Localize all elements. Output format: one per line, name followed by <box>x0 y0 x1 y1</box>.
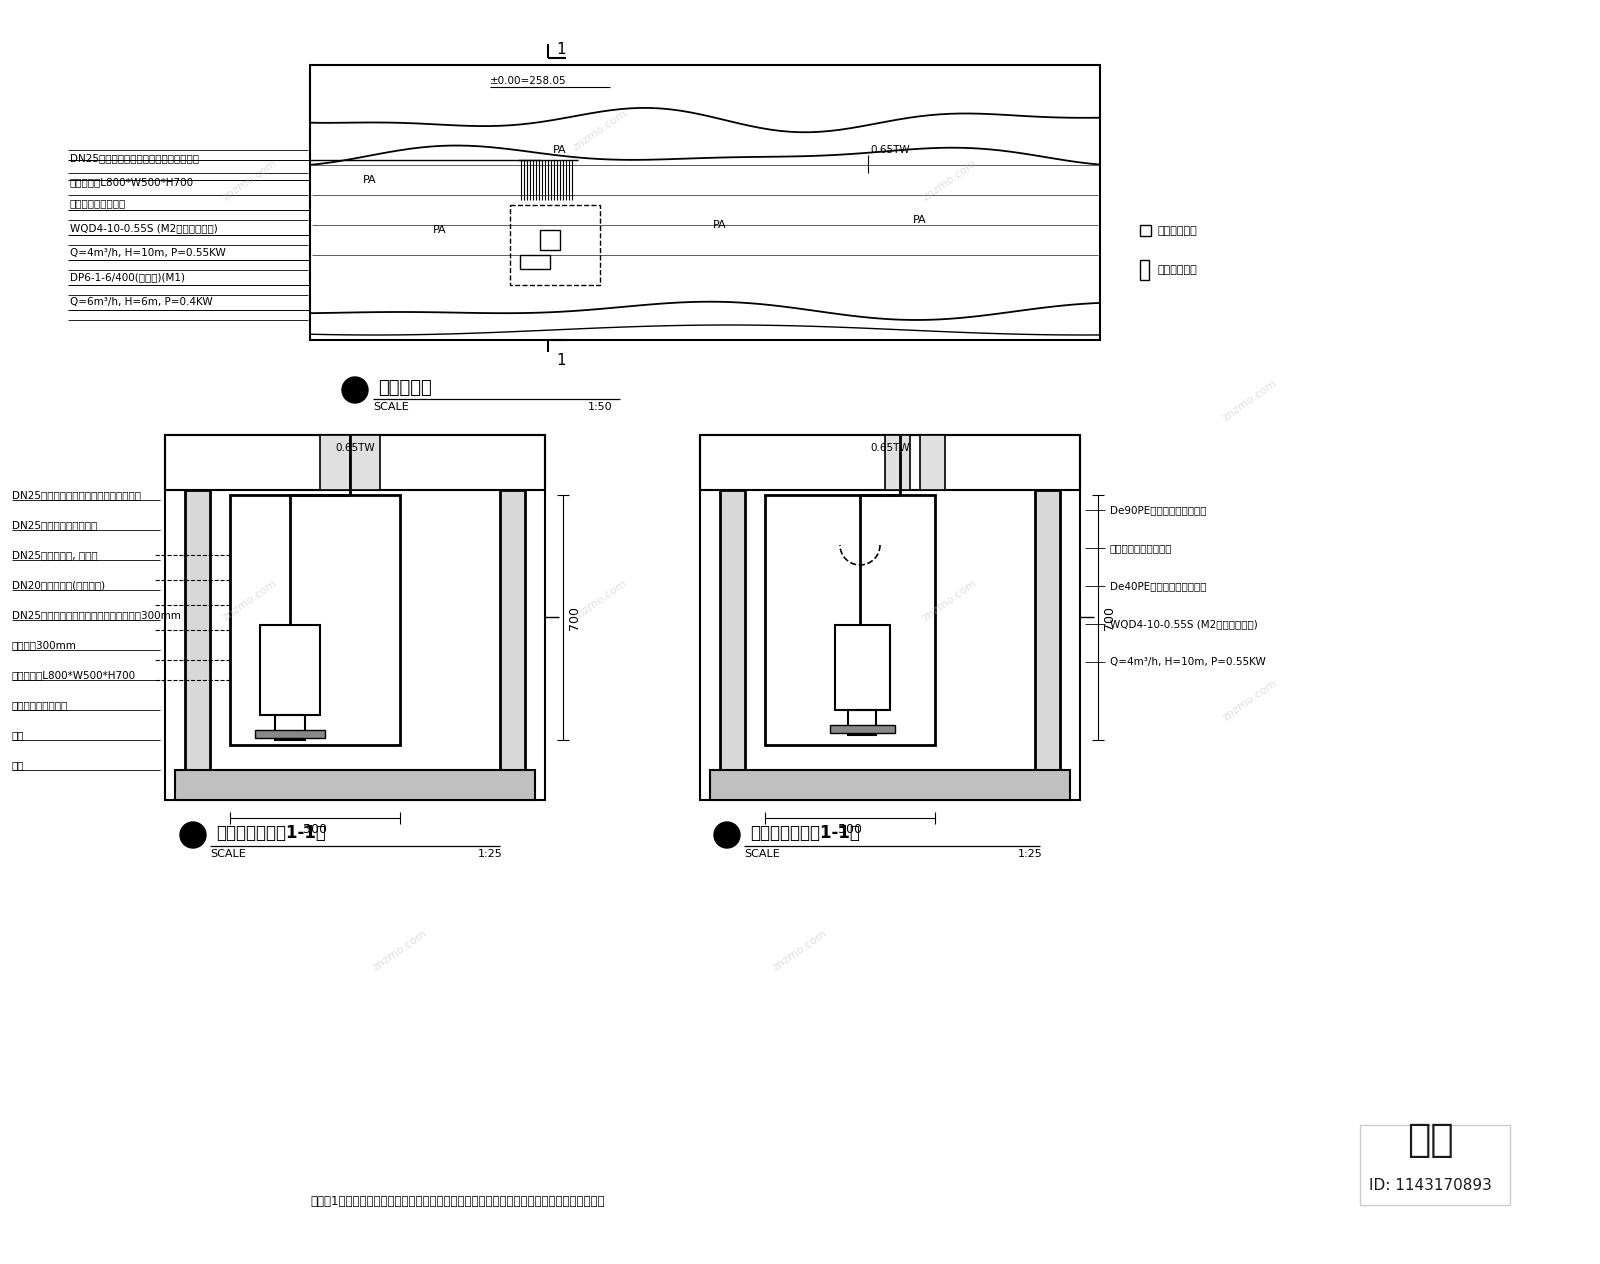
Text: 水泵: 水泵 <box>13 731 24 739</box>
Text: znzmo.com: znzmo.com <box>922 578 979 622</box>
Bar <box>230 495 400 744</box>
Text: PA: PA <box>363 174 378 185</box>
Text: 知末: 知末 <box>1406 1121 1453 1159</box>
Text: znzmo.com: znzmo.com <box>1221 378 1278 422</box>
Circle shape <box>714 822 739 848</box>
Text: 泵坑基础做法详土建: 泵坑基础做法详土建 <box>70 198 126 209</box>
Text: 垫块: 垫块 <box>13 760 24 770</box>
Text: 附注：1、管道穿越池体均须设置刚性防水套管。池内接线、防水接线盒隐藏于沟内或泵坑内。: 附注：1、管道穿越池体均须设置刚性防水套管。池内接线、防水接线盒隐藏于沟内或泵坑… <box>310 1194 605 1208</box>
Text: 1: 1 <box>557 353 566 368</box>
Text: znzmo.com: znzmo.com <box>571 578 629 622</box>
Text: 0.65TW: 0.65TW <box>870 145 910 155</box>
Text: 立式安装水泵: 立式安装水泵 <box>1157 226 1197 236</box>
Text: 距离坑底300mm: 距离坑底300mm <box>13 640 77 650</box>
Text: 0.65TW: 0.65TW <box>870 442 910 453</box>
Text: SCALE: SCALE <box>373 402 408 412</box>
Circle shape <box>342 377 368 403</box>
Text: C: C <box>722 828 733 842</box>
Text: DN25不锈钢活接, 检修用: DN25不锈钢活接, 检修用 <box>13 550 98 560</box>
Bar <box>510 205 600 284</box>
Bar <box>350 435 381 490</box>
Text: 1:50: 1:50 <box>587 402 613 412</box>
Bar <box>920 435 946 490</box>
Text: 泵坑净空：L800*W500*H700: 泵坑净空：L800*W500*H700 <box>13 670 136 680</box>
Text: 泵坑净空：L800*W500*H700: 泵坑净空：L800*W500*H700 <box>70 177 194 187</box>
Text: 排空溢流详图（1-1）: 排空溢流详图（1-1） <box>750 824 859 842</box>
Bar <box>520 255 550 269</box>
Text: DN25不锈钢管与不锈钢盒子焊接管口出流: DN25不锈钢管与不锈钢盒子焊接管口出流 <box>70 153 198 163</box>
Bar <box>1139 260 1149 281</box>
Text: De90PE溢流就近接入雨水井: De90PE溢流就近接入雨水井 <box>1110 506 1206 514</box>
Text: A: A <box>350 383 360 397</box>
Bar <box>710 770 1070 800</box>
Bar <box>186 490 210 770</box>
Text: 0.65TW: 0.65TW <box>334 442 374 453</box>
Text: Q=4m³/h, H=10m, P=0.55KW: Q=4m³/h, H=10m, P=0.55KW <box>1110 657 1266 667</box>
Bar <box>499 490 525 770</box>
Bar <box>1035 490 1059 770</box>
Text: 卧式安装水泵: 卧式安装水泵 <box>1157 265 1197 276</box>
Bar <box>541 230 560 250</box>
Text: 1:25: 1:25 <box>478 849 502 860</box>
Bar <box>765 495 934 744</box>
Text: PA: PA <box>914 215 926 225</box>
Bar <box>165 435 546 490</box>
Text: DN25不锈钢轴流式止回阀: DN25不锈钢轴流式止回阀 <box>13 520 98 530</box>
Bar <box>259 624 320 715</box>
Text: 水景泵坑详图（1-1）: 水景泵坑详图（1-1） <box>216 824 326 842</box>
Bar <box>885 435 910 490</box>
Bar <box>720 490 746 770</box>
Text: B: B <box>187 828 198 842</box>
Bar <box>848 710 877 734</box>
Text: WQD4-10-0.55S (M2泵坑强排水泵): WQD4-10-0.55S (M2泵坑强排水泵) <box>1110 619 1258 629</box>
Text: 700: 700 <box>568 605 581 629</box>
Text: WQD4-10-0.55S (M2泵坑强排水泵): WQD4-10-0.55S (M2泵坑强排水泵) <box>70 222 218 233</box>
Text: 500: 500 <box>302 823 326 836</box>
Text: De40PE排空就近接入雨水井: De40PE排空就近接入雨水井 <box>1110 581 1206 592</box>
Text: 1:25: 1:25 <box>1018 849 1042 860</box>
Text: znzmo.com: znzmo.com <box>221 158 278 202</box>
Text: znzmo.com: znzmo.com <box>371 928 429 972</box>
Bar <box>165 435 546 800</box>
Bar <box>254 731 325 738</box>
Text: 水景平面图: 水景平面图 <box>378 379 432 397</box>
Text: DN25大流量补水阀补水水位距离溢流水位300mm: DN25大流量补水阀补水水位距离溢流水位300mm <box>13 611 181 621</box>
Bar <box>835 624 890 710</box>
Bar <box>174 770 534 800</box>
Bar <box>1360 1125 1510 1205</box>
Text: PA: PA <box>434 225 446 235</box>
Bar <box>1139 225 1150 236</box>
Text: DN25不锈钢管与不锈钢盒子焊接管口出流: DN25不锈钢管与不锈钢盒子焊接管口出流 <box>13 490 141 501</box>
Text: PA: PA <box>714 220 726 230</box>
Bar <box>310 64 1101 340</box>
Text: 泵坑基础做法详土建: 泵坑基础做法详土建 <box>13 700 69 710</box>
Text: ID: 1143170893: ID: 1143170893 <box>1368 1178 1491 1192</box>
Text: Q=6m³/h, H=6m, P=0.4KW: Q=6m³/h, H=6m, P=0.4KW <box>70 297 213 307</box>
Text: Q=4m³/h, H=10m, P=0.55KW: Q=4m³/h, H=10m, P=0.55KW <box>70 248 226 258</box>
Text: SCALE: SCALE <box>210 849 246 860</box>
Bar <box>320 435 350 490</box>
Bar <box>275 715 306 739</box>
Text: znzmo.com: znzmo.com <box>221 578 278 622</box>
Text: DN20不锈钢球阀(调节流量): DN20不锈钢球阀(调节流量) <box>13 580 106 590</box>
Text: 泵坑溢流增设弯头向上: 泵坑溢流增设弯头向上 <box>1110 544 1173 554</box>
Bar <box>701 435 1080 800</box>
Text: 1: 1 <box>557 42 566 57</box>
Text: znzmo.com: znzmo.com <box>1221 678 1278 722</box>
Text: SCALE: SCALE <box>744 849 779 860</box>
Text: znzmo.com: znzmo.com <box>571 107 629 153</box>
Text: znzmo.com: znzmo.com <box>771 928 829 972</box>
Text: PA: PA <box>554 145 566 155</box>
Circle shape <box>179 822 206 848</box>
Text: DP6-1-6/400(卧式款)(M1): DP6-1-6/400(卧式款)(M1) <box>70 272 186 282</box>
Text: 700: 700 <box>1102 605 1117 629</box>
Bar <box>701 435 1080 490</box>
Bar <box>830 726 894 733</box>
Text: znzmo.com: znzmo.com <box>922 158 979 202</box>
Text: ±0.00=258.05: ±0.00=258.05 <box>490 76 566 86</box>
Text: 500: 500 <box>838 823 862 836</box>
